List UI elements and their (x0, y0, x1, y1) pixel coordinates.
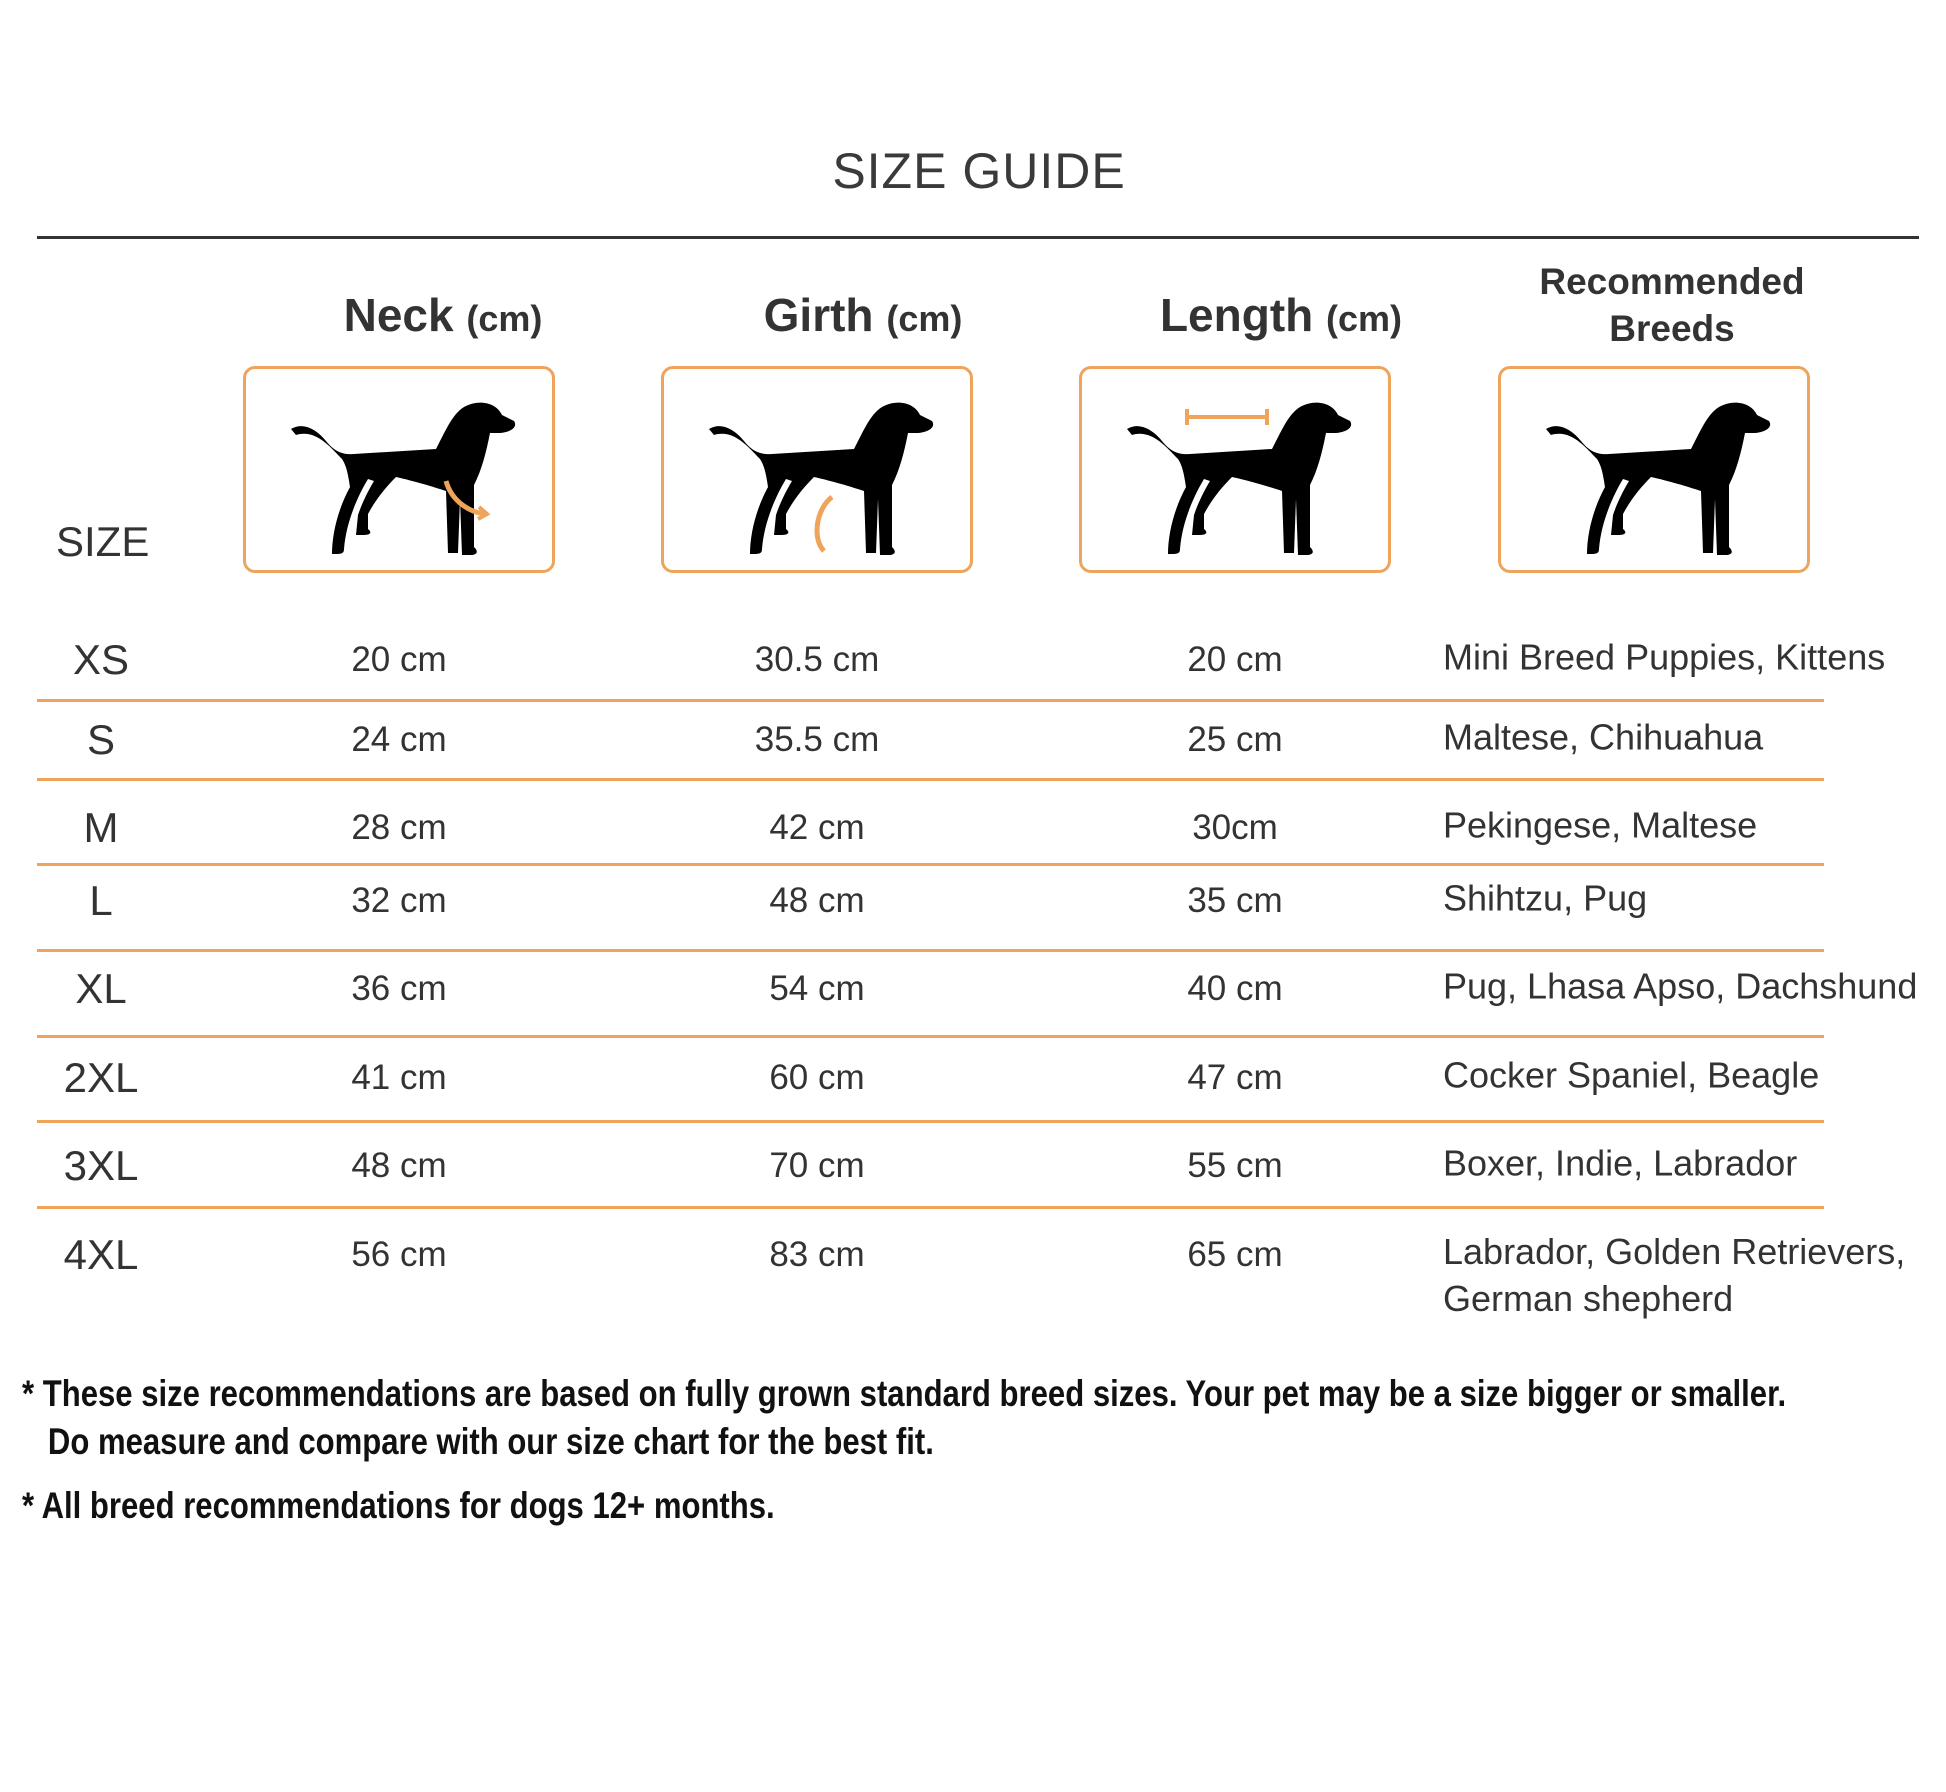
length-measure-box (1079, 366, 1391, 573)
cell-neck: 20 cm (351, 640, 447, 679)
cell-breeds: Mini Breed Puppies, Kittens (1443, 636, 1886, 678)
footnote-measure: Do measure and compare with our size cha… (22, 1421, 934, 1462)
row-divider (37, 1206, 1824, 1209)
dog-neck-measure-icon (291, 402, 516, 555)
cell-size: XS (72, 636, 130, 683)
header-recommended-breeds: Recommended Breeds (1539, 261, 1805, 349)
cell-length: 65 cm (1187, 1235, 1283, 1274)
footnote-age: * All breed recommendations for dogs 12+… (22, 1485, 775, 1526)
cell-neck: 48 cm (351, 1146, 447, 1185)
row-divider (37, 1120, 1824, 1123)
cell-size: M (83, 804, 119, 851)
cell-size: L (89, 877, 113, 924)
row-divider (37, 949, 1824, 952)
cell-size: 4XL (63, 1231, 139, 1278)
girth-measure-box (661, 366, 973, 573)
cell-breeds: Pug, Lhasa Apso, Dachshund (1443, 965, 1918, 1007)
cell-length: 20 cm (1187, 640, 1283, 679)
cell-length: 30cm (1192, 808, 1278, 847)
cell-neck: 28 cm (351, 808, 447, 847)
header-girth-label: Girth (763, 289, 874, 341)
row-divider (37, 863, 1824, 866)
dog-girth-measure-icon (709, 402, 934, 555)
cell-girth: 54 cm (769, 969, 865, 1008)
row-divider (37, 1035, 1824, 1038)
cell-size: S (86, 716, 116, 763)
size-column-label: SIZE (56, 518, 150, 565)
header-girth-unit: (cm) (886, 298, 963, 339)
neck-measure-box (243, 366, 555, 573)
page-title: SIZE GUIDE (832, 143, 1126, 199)
cell-length: 55 cm (1187, 1146, 1283, 1185)
header-neck: Neck (cm) (344, 288, 543, 342)
header-girth: Girth (cm) (764, 288, 963, 342)
cell-neck: 32 cm (351, 881, 447, 920)
cell-length: 35 cm (1187, 881, 1283, 920)
cell-neck: 36 cm (351, 969, 447, 1008)
dog-icon (1546, 402, 1771, 555)
cell-girth: 60 cm (769, 1058, 865, 1097)
dog-length-measure-icon (1127, 402, 1352, 555)
cell-length: 40 cm (1187, 969, 1283, 1008)
cell-size: XL (75, 965, 127, 1012)
header-neck-label: Neck (343, 289, 454, 341)
cell-breeds: Labrador, Golden Retrievers, German shep… (1443, 1231, 1906, 1319)
footnote-size: * These size recommendations are based o… (22, 1373, 1787, 1414)
cell-breeds: Cocker Spaniel, Beagle (1443, 1054, 1820, 1096)
cell-length: 47 cm (1187, 1058, 1283, 1097)
cell-breeds: Shihtzu, Pug (1443, 877, 1648, 919)
cell-girth: 42 cm (769, 808, 865, 847)
cell-length: 25 cm (1187, 720, 1283, 759)
row-divider (37, 778, 1824, 781)
cell-girth: 35.5 cm (754, 720, 880, 759)
cell-size: 3XL (63, 1142, 139, 1189)
cell-breeds: Maltese, Chihuahua (1443, 716, 1764, 758)
row-divider (37, 699, 1824, 702)
header-neck-unit: (cm) (466, 298, 543, 339)
cell-size: 2XL (63, 1054, 139, 1101)
cell-girth: 30.5 cm (754, 640, 880, 679)
header-length-label: Length (1159, 289, 1314, 341)
breeds-box (1498, 366, 1810, 573)
title-divider (37, 236, 1919, 239)
header-length-unit: (cm) (1326, 298, 1403, 339)
header-length: Length (cm) (1160, 288, 1402, 342)
cell-girth: 48 cm (769, 881, 865, 920)
cell-neck: 24 cm (351, 720, 447, 759)
cell-girth: 83 cm (769, 1235, 865, 1274)
cell-neck: 56 cm (351, 1235, 447, 1274)
cell-neck: 41 cm (351, 1058, 447, 1097)
cell-breeds: Boxer, Indie, Labrador (1443, 1142, 1798, 1184)
cell-girth: 70 cm (769, 1146, 865, 1185)
cell-breeds: Pekingese, Maltese (1443, 804, 1758, 846)
